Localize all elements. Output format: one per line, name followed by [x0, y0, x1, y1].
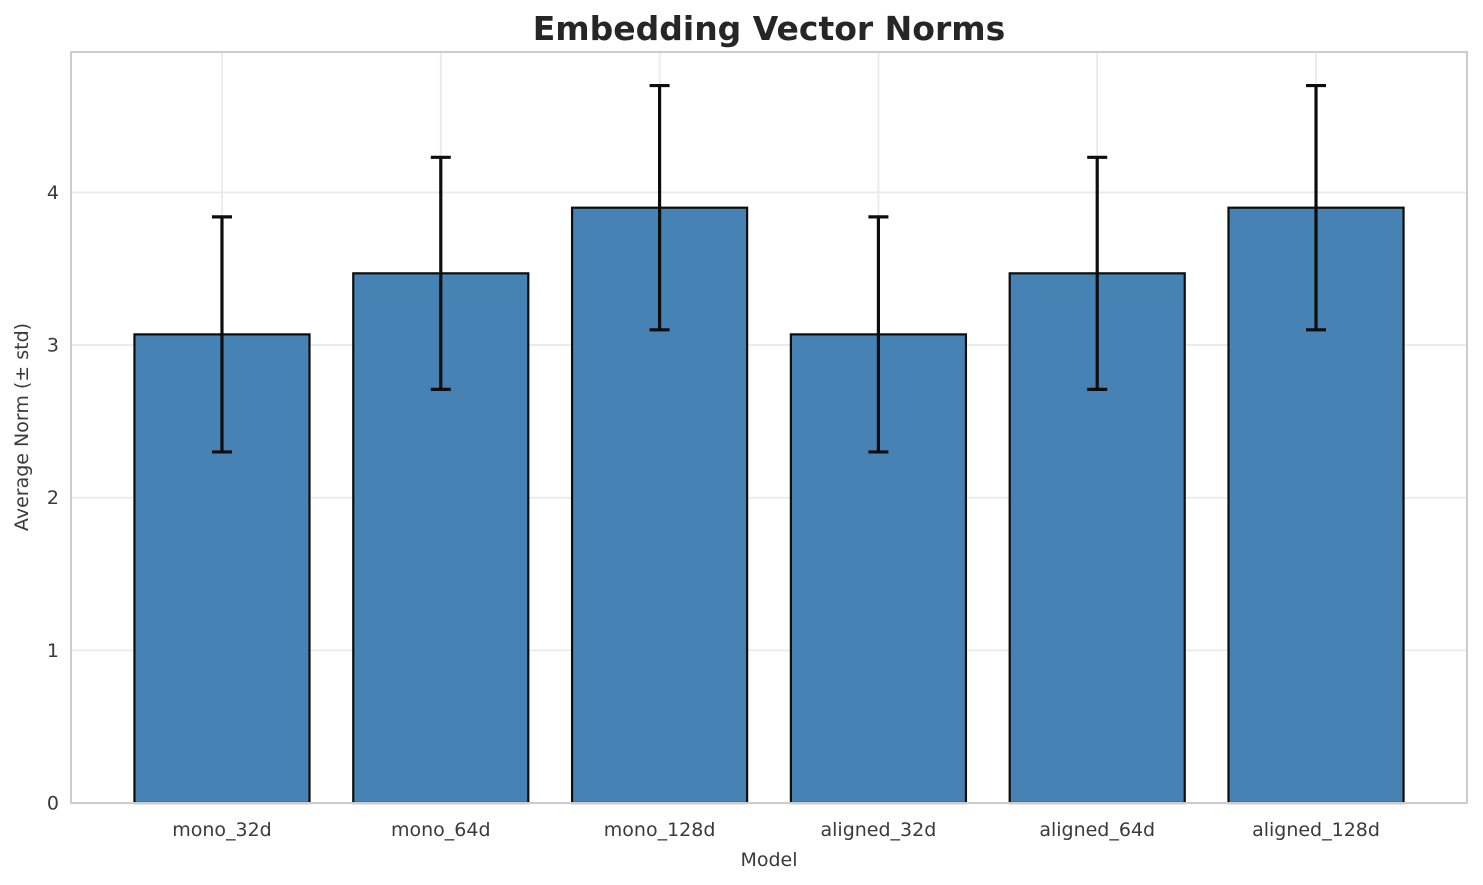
x-tick-label-aligned_32d: aligned_32d	[821, 819, 937, 841]
y-axis-label: Average Norm (± std)	[11, 323, 33, 531]
y-tick-label-2: 2	[47, 487, 59, 509]
y-tick-label-3: 3	[47, 335, 59, 357]
x-tick-label-mono_64d: mono_64d	[391, 819, 491, 841]
x-tick-labels: mono_32d mono_64d mono_128d aligned_32d alig…	[172, 819, 1380, 841]
y-tick-label-1: 1	[47, 640, 59, 662]
y-tick-label-4: 4	[47, 182, 59, 204]
chart-title: Embedding Vector Norms	[533, 9, 1006, 48]
x-tick-label-mono_32d: mono_32d	[172, 819, 272, 841]
x-tick-label-aligned_128d: aligned_128d	[1252, 819, 1380, 841]
plot-border	[70, 51, 1468, 804]
x-tick-label-aligned_64d: aligned_64d	[1039, 819, 1155, 841]
y-tick-labels: 0 1 2 3 4	[47, 182, 59, 815]
y-tick-label-0: 0	[47, 793, 59, 815]
x-tick-label-mono_128d: mono_128d	[604, 819, 716, 841]
bars-layer	[133, 206, 1405, 805]
x-axis-label: Model	[740, 849, 797, 871]
error-bars-layer	[211, 83, 1327, 454]
